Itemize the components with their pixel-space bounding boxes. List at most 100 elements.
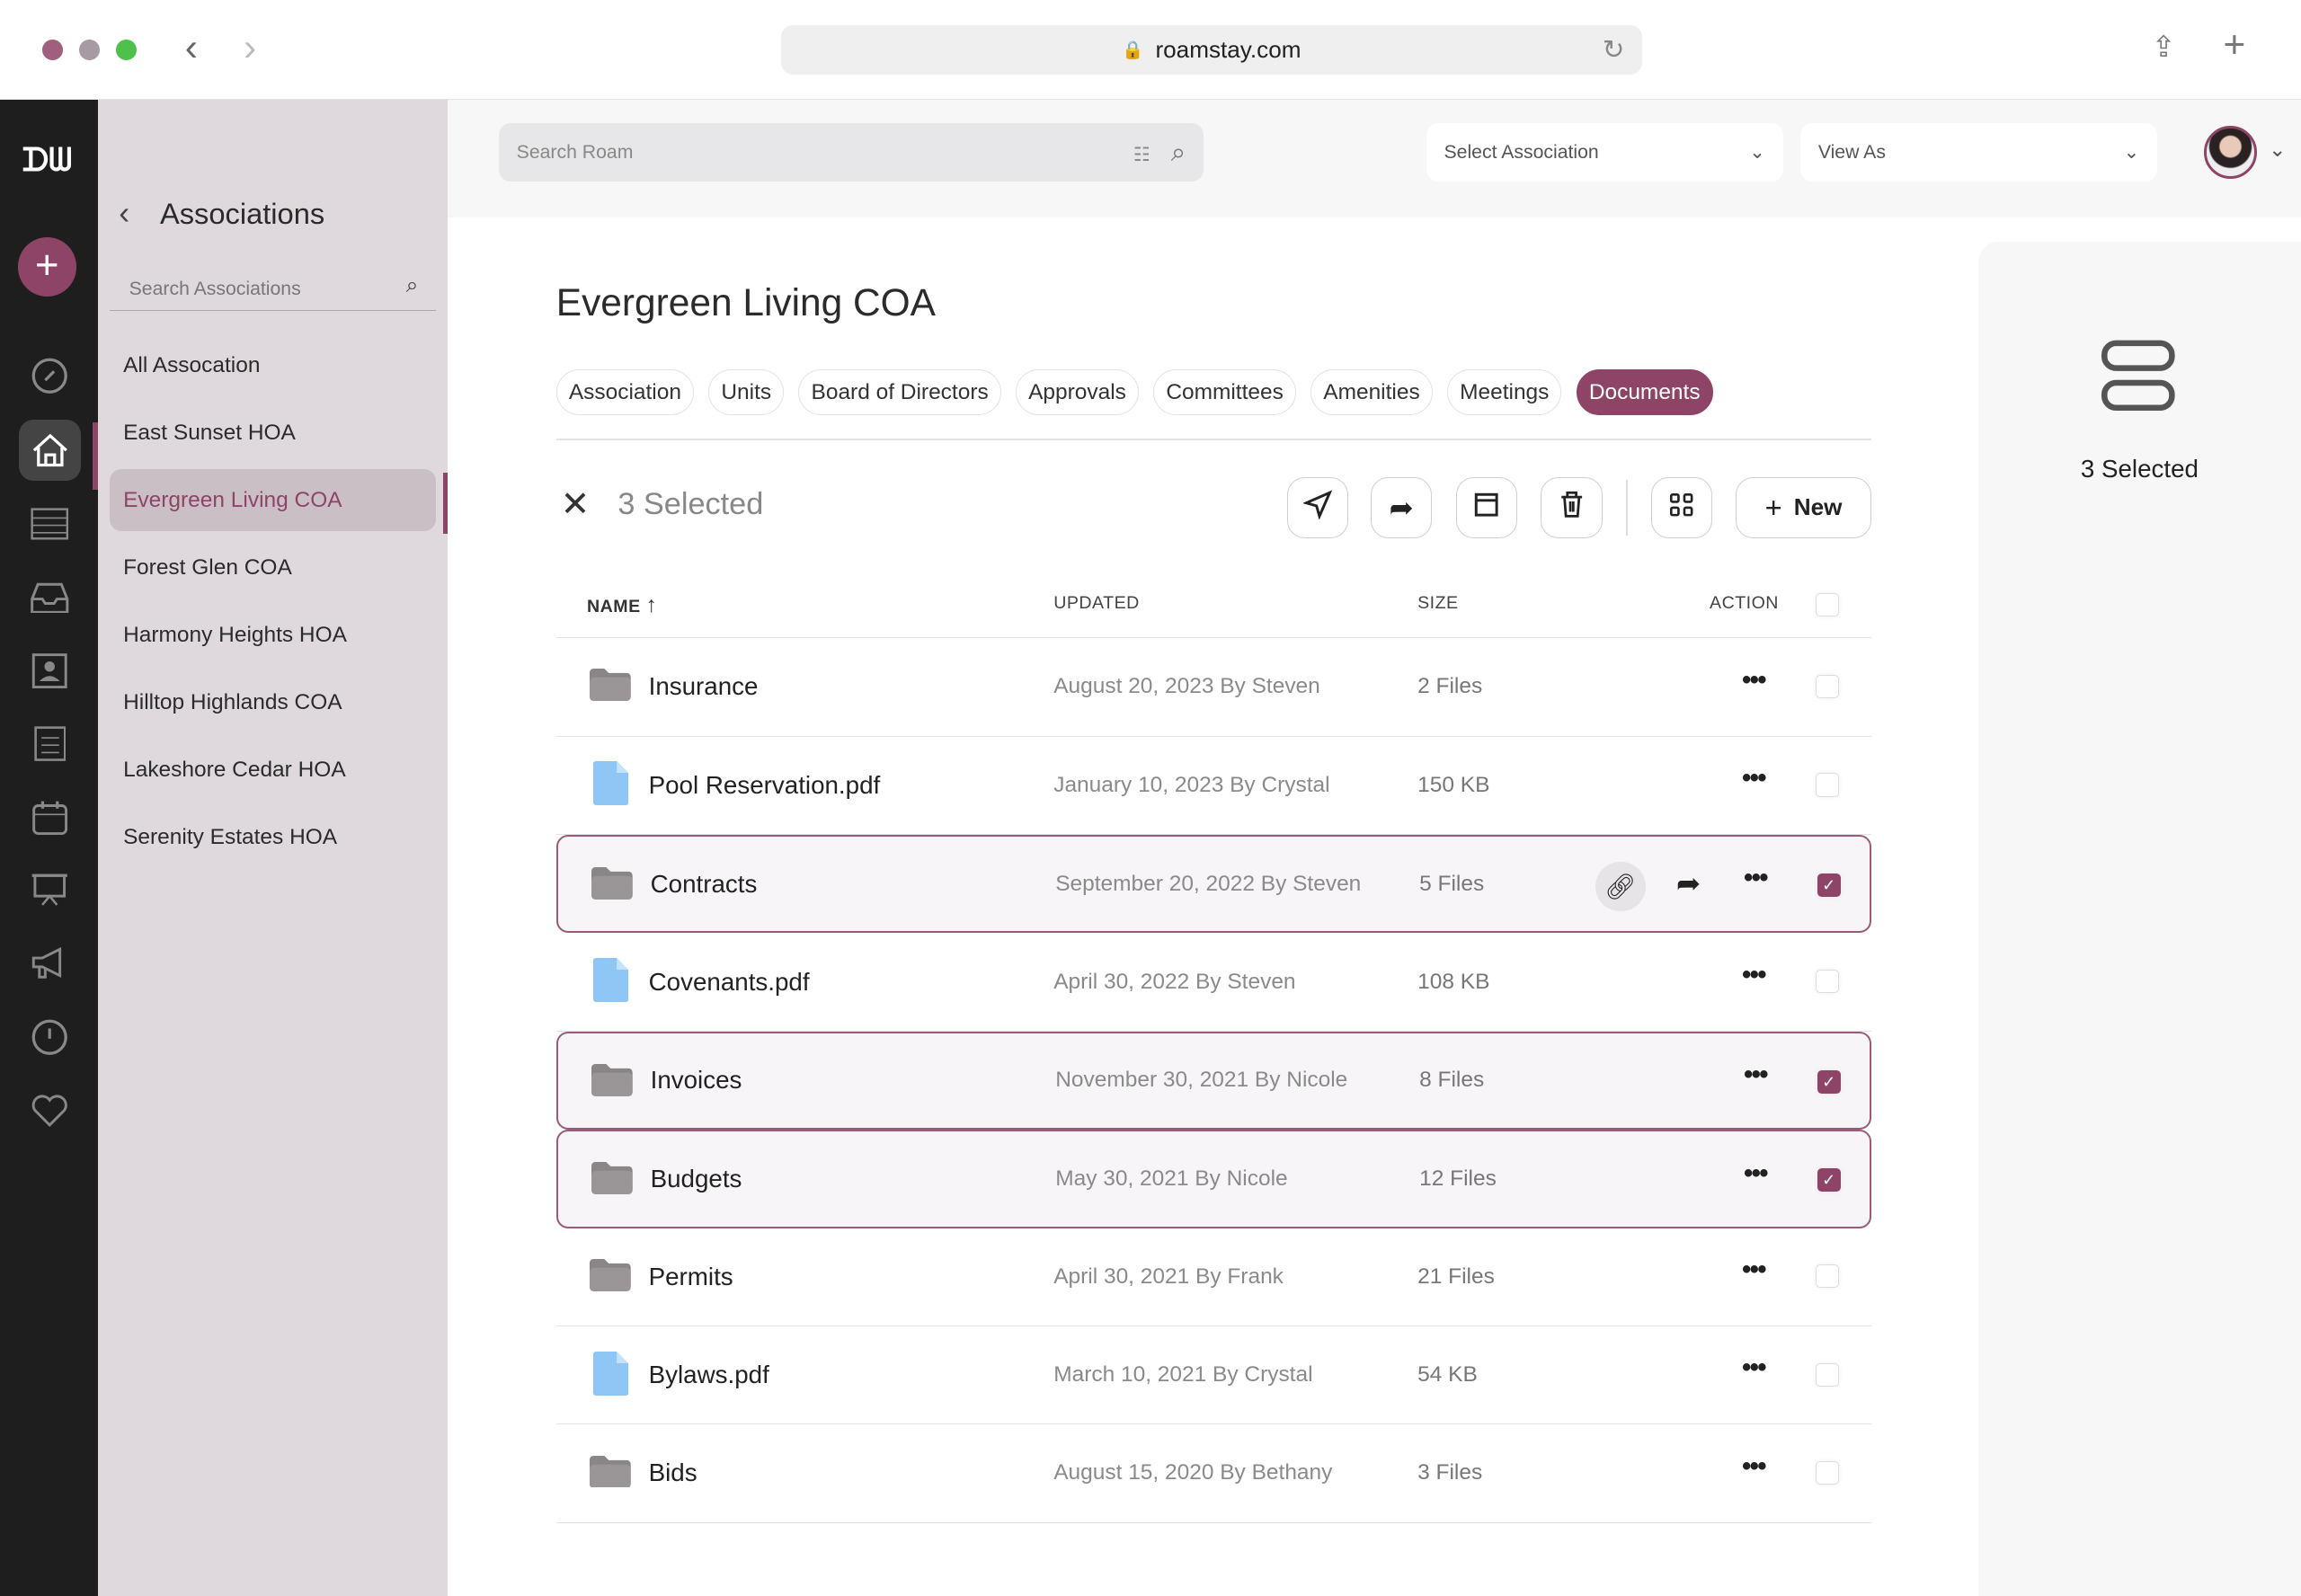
row-name[interactable]: Bylaws.pdf bbox=[648, 1361, 769, 1389]
dashboard-icon[interactable] bbox=[19, 345, 81, 407]
clock-icon[interactable] bbox=[19, 1006, 81, 1068]
archive-button[interactable] bbox=[1455, 476, 1518, 539]
add-icon[interactable]: + bbox=[17, 237, 76, 297]
tab-association[interactable]: Association bbox=[555, 369, 694, 416]
more-options-icon[interactable]: ••• bbox=[1741, 1254, 1767, 1284]
minimize-window-button[interactable] bbox=[79, 40, 100, 60]
row-checkbox[interactable] bbox=[1815, 1461, 1839, 1485]
back-chevron-icon[interactable]: ‹ bbox=[119, 193, 130, 231]
presentation-icon[interactable] bbox=[19, 860, 81, 922]
row-checkbox[interactable] bbox=[1815, 675, 1839, 699]
row-name[interactable]: Covenants.pdf bbox=[648, 967, 810, 996]
more-options-icon[interactable]: ••• bbox=[1741, 664, 1767, 695]
table-row[interactable]: Contracts September 20, 2022 By Steven 5… bbox=[555, 834, 1871, 934]
row-checkbox[interactable] bbox=[1815, 1264, 1839, 1289]
table-row[interactable]: Bylaws.pdf March 10, 2021 By Crystal 54 … bbox=[555, 1326, 1871, 1425]
association-item[interactable]: Lakeshore Cedar HOA bbox=[123, 758, 346, 783]
avatar[interactable] bbox=[2204, 126, 2257, 180]
row-name[interactable]: Contracts bbox=[650, 869, 758, 898]
view-as-dropdown[interactable]: View As ⌄ bbox=[1800, 123, 2157, 182]
search-icon[interactable]: ⌕ bbox=[405, 272, 419, 297]
active-rail-indicator bbox=[92, 422, 99, 491]
address-bar[interactable]: 🔒 roamstay.com ↻ bbox=[780, 24, 1642, 75]
back-icon[interactable]: ‹ bbox=[184, 26, 198, 69]
abacus-icon[interactable] bbox=[19, 493, 81, 555]
maximize-window-button[interactable] bbox=[115, 40, 137, 60]
association-item[interactable]: All Assocation bbox=[123, 352, 261, 377]
table-row[interactable]: Bids August 15, 2020 By Bethany 3 Files •… bbox=[555, 1424, 1871, 1523]
clear-selection-icon[interactable]: ✕ bbox=[560, 484, 591, 524]
table-row[interactable]: Pool Reservation.pdf January 10, 2023 By… bbox=[555, 737, 1871, 835]
row-checkbox[interactable] bbox=[1815, 970, 1839, 994]
table-row[interactable]: Permits April 30, 2021 By Frank 21 Files… bbox=[555, 1228, 1871, 1326]
association-item[interactable]: Evergreen Living COA bbox=[110, 469, 436, 531]
table-row[interactable]: Budgets May 30, 2021 By Nicole 12 Files •… bbox=[555, 1130, 1871, 1228]
tab-documents[interactable]: Documents bbox=[1576, 369, 1713, 416]
grid-view-button[interactable] bbox=[1650, 476, 1713, 539]
select-all-checkbox[interactable] bbox=[1815, 592, 1839, 616]
row-size: 2 Files bbox=[1417, 674, 1483, 699]
heart-icon[interactable] bbox=[19, 1080, 81, 1142]
share-icon[interactable]: ⇪ bbox=[2151, 29, 2176, 63]
tab-amenities[interactable]: Amenities bbox=[1310, 369, 1433, 416]
delete-button[interactable] bbox=[1541, 476, 1603, 539]
row-checkbox[interactable] bbox=[1815, 773, 1839, 797]
association-item[interactable]: East Sunset HOA bbox=[123, 420, 296, 445]
select-association-dropdown[interactable]: Select Association ⌄ bbox=[1426, 123, 1783, 182]
new-tab-icon[interactable]: + bbox=[2223, 23, 2246, 66]
divider bbox=[555, 439, 1871, 440]
tab-board-of-directors[interactable]: Board of Directors bbox=[798, 369, 1001, 416]
search-roam-input[interactable]: Search Roam ☷ ⌕ bbox=[499, 123, 1204, 182]
forward-icon[interactable]: › bbox=[244, 26, 257, 69]
row-name[interactable]: Pool Reservation.pdf bbox=[648, 770, 881, 799]
close-window-button[interactable] bbox=[42, 40, 64, 60]
more-options-icon[interactable]: ••• bbox=[1743, 863, 1769, 893]
send-button[interactable] bbox=[1286, 476, 1349, 539]
association-item[interactable]: Harmony Heights HOA bbox=[123, 622, 347, 647]
association-item[interactable]: Hilltop Highlands COA bbox=[123, 690, 342, 715]
tab-meetings[interactable]: Meetings bbox=[1447, 369, 1562, 416]
tab-units[interactable]: Units bbox=[708, 369, 785, 416]
row-checkbox[interactable] bbox=[1815, 1362, 1839, 1387]
link-icon[interactable]: 🔗︎ bbox=[1595, 861, 1646, 912]
active-item-indicator bbox=[443, 472, 448, 535]
more-options-icon[interactable]: ••• bbox=[1743, 1060, 1769, 1090]
contact-icon[interactable] bbox=[19, 640, 81, 702]
more-options-icon[interactable]: ••• bbox=[1741, 1352, 1767, 1383]
column-header-size[interactable]: SIZE bbox=[1417, 592, 1459, 613]
table-row[interactable]: Insurance August 20, 2023 By Steven 2 Fi… bbox=[555, 638, 1871, 737]
tab-committees[interactable]: Committees bbox=[1153, 369, 1296, 416]
reload-icon[interactable]: ↻ bbox=[1602, 35, 1625, 65]
tab-approvals[interactable]: Approvals bbox=[1016, 369, 1139, 416]
avatar-chevron-icon[interactable]: ⌄ bbox=[2269, 137, 2287, 162]
association-item[interactable]: Serenity Estates HOA bbox=[123, 825, 338, 850]
table-row[interactable]: Invoices November 30, 2021 By Nicole 8 F… bbox=[555, 1031, 1871, 1130]
column-header-updated[interactable]: UPDATED bbox=[1053, 592, 1140, 613]
column-header-name[interactable]: NAME ↑ bbox=[587, 593, 657, 618]
row-name[interactable]: Permits bbox=[648, 1262, 733, 1290]
share-button[interactable]: ➦ bbox=[1370, 476, 1433, 539]
checklist-icon[interactable] bbox=[19, 713, 81, 775]
home-icon[interactable] bbox=[19, 419, 81, 482]
row-checkbox[interactable]: ✓ bbox=[1817, 1069, 1841, 1094]
row-checkbox[interactable]: ✓ bbox=[1817, 873, 1841, 897]
inbox-icon[interactable] bbox=[19, 566, 81, 628]
row-name[interactable]: Insurance bbox=[648, 672, 759, 701]
share-arrow-icon[interactable]: ➦ bbox=[1675, 865, 1701, 900]
association-item[interactable]: Forest Glen COA bbox=[123, 554, 292, 580]
new-button[interactable]: + New bbox=[1736, 476, 1871, 539]
row-checkbox[interactable]: ✓ bbox=[1817, 1167, 1841, 1193]
row-name[interactable]: Invoices bbox=[650, 1066, 742, 1095]
search-associations-input[interactable]: Search Associations ⌕ bbox=[110, 267, 436, 312]
more-options-icon[interactable]: ••• bbox=[1741, 1450, 1767, 1481]
search-icon[interactable]: ⌕ bbox=[1170, 137, 1186, 167]
row-name[interactable]: Budgets bbox=[650, 1164, 742, 1193]
filter-icon[interactable]: ☷ bbox=[1133, 144, 1150, 165]
calendar-icon[interactable] bbox=[19, 786, 81, 848]
row-name[interactable]: Bids bbox=[648, 1459, 697, 1487]
more-options-icon[interactable]: ••• bbox=[1741, 762, 1767, 793]
megaphone-icon[interactable] bbox=[19, 933, 81, 995]
table-row[interactable]: Covenants.pdf April 30, 2022 By Steven 1… bbox=[555, 933, 1871, 1032]
more-options-icon[interactable]: ••• bbox=[1741, 959, 1767, 989]
more-options-icon[interactable]: ••• bbox=[1743, 1157, 1769, 1188]
